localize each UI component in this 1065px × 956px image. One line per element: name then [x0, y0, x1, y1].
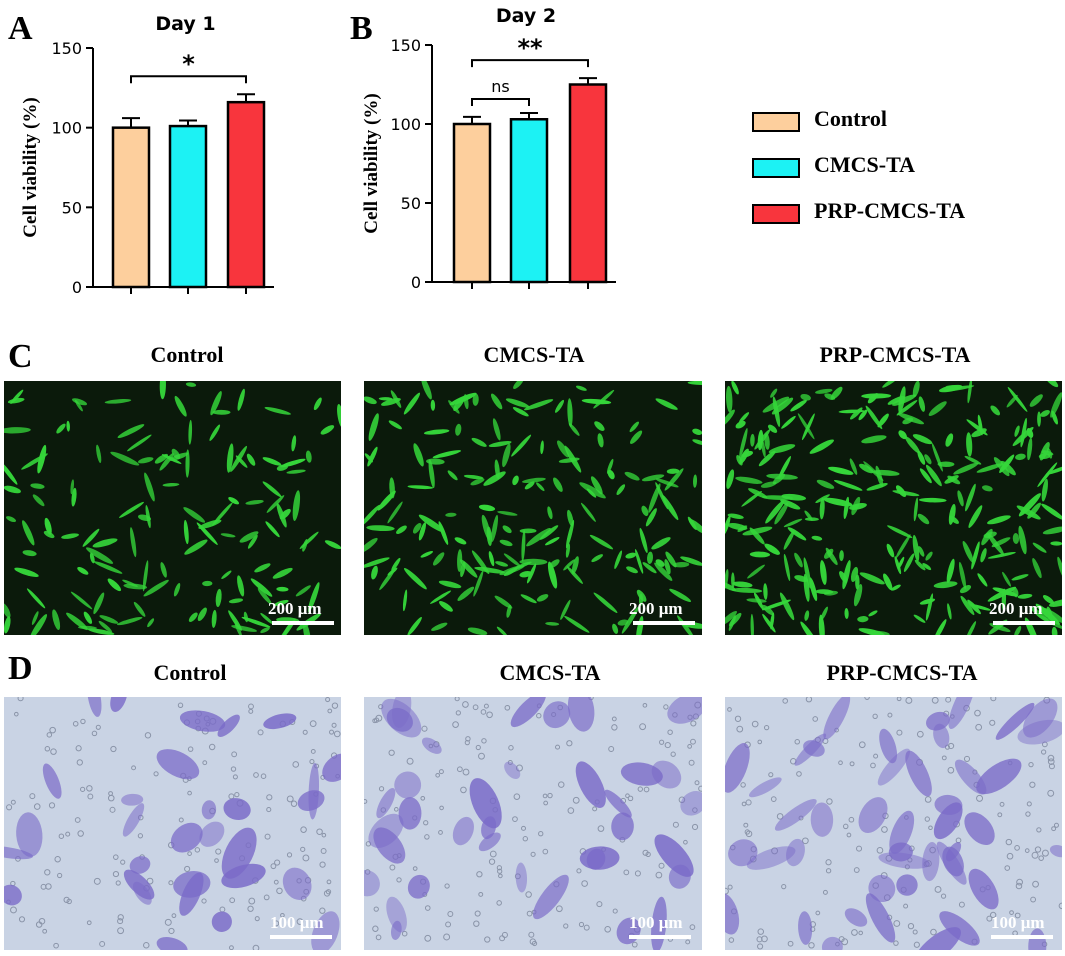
micrograph-texture	[364, 697, 702, 950]
scale-label: 100 μm	[991, 913, 1045, 932]
day1-y-tick-label: 0	[72, 278, 82, 297]
stain-image-cmcs-ta: 100 μm	[364, 697, 702, 950]
stain-title-control: Control	[153, 660, 227, 685]
stain-image-control: 100 μm	[4, 697, 341, 950]
panel-letter-c: C	[8, 338, 33, 375]
fluorescence-title-control: Control	[150, 342, 224, 367]
day2-bar-cmcs-ta	[509, 118, 549, 284]
day1-bar-prp-cmcs-ta	[226, 100, 266, 289]
day1-y-tick-label: 150	[51, 39, 82, 58]
day1-y-tick-label: 100	[51, 119, 82, 138]
day1-chart-title: Day 1	[155, 13, 215, 35]
stain-title-prp-cmcs-ta: PRP-CMCS-TA	[826, 660, 978, 685]
day1-bar-control	[111, 126, 151, 289]
day1-significance-label: *	[182, 50, 195, 78]
day2-bar-prp-cmcs-ta	[568, 83, 608, 284]
day2-significance-label: ns	[491, 77, 509, 96]
day2-significance-bracket	[471, 59, 589, 68]
fluorescence-image-control: 200 μm	[4, 381, 341, 635]
micrograph-texture	[4, 697, 341, 950]
panel-letter-a: A	[8, 10, 33, 47]
scale-label: 200 μm	[989, 599, 1043, 618]
day1-significance-bracket	[130, 75, 247, 84]
scale-bar	[993, 621, 1055, 625]
legend-label-cmcs-ta: CMCS-TA	[814, 152, 916, 177]
micrograph-texture	[4, 381, 341, 635]
fluorescence-title-cmcs-ta: CMCS-TA	[483, 342, 585, 367]
day2-significance-bracket	[471, 97, 530, 106]
legend-swatch-cmcs-ta	[752, 158, 800, 178]
scale-label: 100 μm	[629, 913, 683, 932]
fluorescence-image-prp-cmcs-ta: 200 μm	[725, 381, 1062, 635]
panel-letter-b: B	[350, 10, 373, 47]
day2-chart-title: Day 2	[496, 5, 556, 27]
day2-y-tick-label: 0	[411, 273, 421, 292]
scale-bar	[272, 621, 334, 625]
scale-bar	[629, 935, 691, 939]
legend-swatch-prp-cmcs-ta	[752, 204, 800, 224]
legend-label-control: Control	[814, 106, 887, 131]
scale-label: 200 μm	[268, 599, 322, 618]
day1-bar-cmcs-ta	[168, 124, 208, 289]
day1-y-tick-label: 50	[62, 198, 82, 217]
legend-label-prp-cmcs-ta: PRP-CMCS-TA	[814, 198, 966, 223]
scale-bar	[270, 935, 332, 939]
scale-label: 200 μm	[629, 599, 683, 618]
fluorescence-title-prp-cmcs-ta: PRP-CMCS-TA	[819, 342, 971, 367]
scale-bar	[633, 621, 695, 625]
day2-bar-control	[452, 122, 492, 284]
day2-y-axis-label: Cell viability (%)	[361, 93, 382, 233]
day2-y-tick-label: 150	[390, 36, 421, 55]
micrograph-texture	[725, 697, 1062, 950]
fluorescence-image-cmcs-ta: 200 μm	[364, 381, 702, 635]
bar-charts: Day 1 Cell viability (%) 0 50 100 150 * Day 2 Ce…	[20, 5, 616, 297]
day1-y-axis-label: Cell viability (%)	[20, 97, 41, 237]
day2-significance-label: **	[517, 34, 543, 62]
micrograph-texture	[364, 381, 702, 635]
micrograph-texture	[725, 381, 1062, 635]
stain-title-cmcs-ta: CMCS-TA	[499, 660, 601, 685]
scale-bar	[991, 935, 1053, 939]
stain-image-prp-cmcs-ta: 100 μm	[725, 697, 1062, 950]
scale-label: 100 μm	[270, 913, 324, 932]
day2-y-tick-label: 50	[401, 194, 421, 213]
panel-letter-d: D	[8, 650, 33, 687]
legend-swatch-control	[752, 112, 800, 132]
day2-y-tick-label: 100	[390, 115, 421, 134]
